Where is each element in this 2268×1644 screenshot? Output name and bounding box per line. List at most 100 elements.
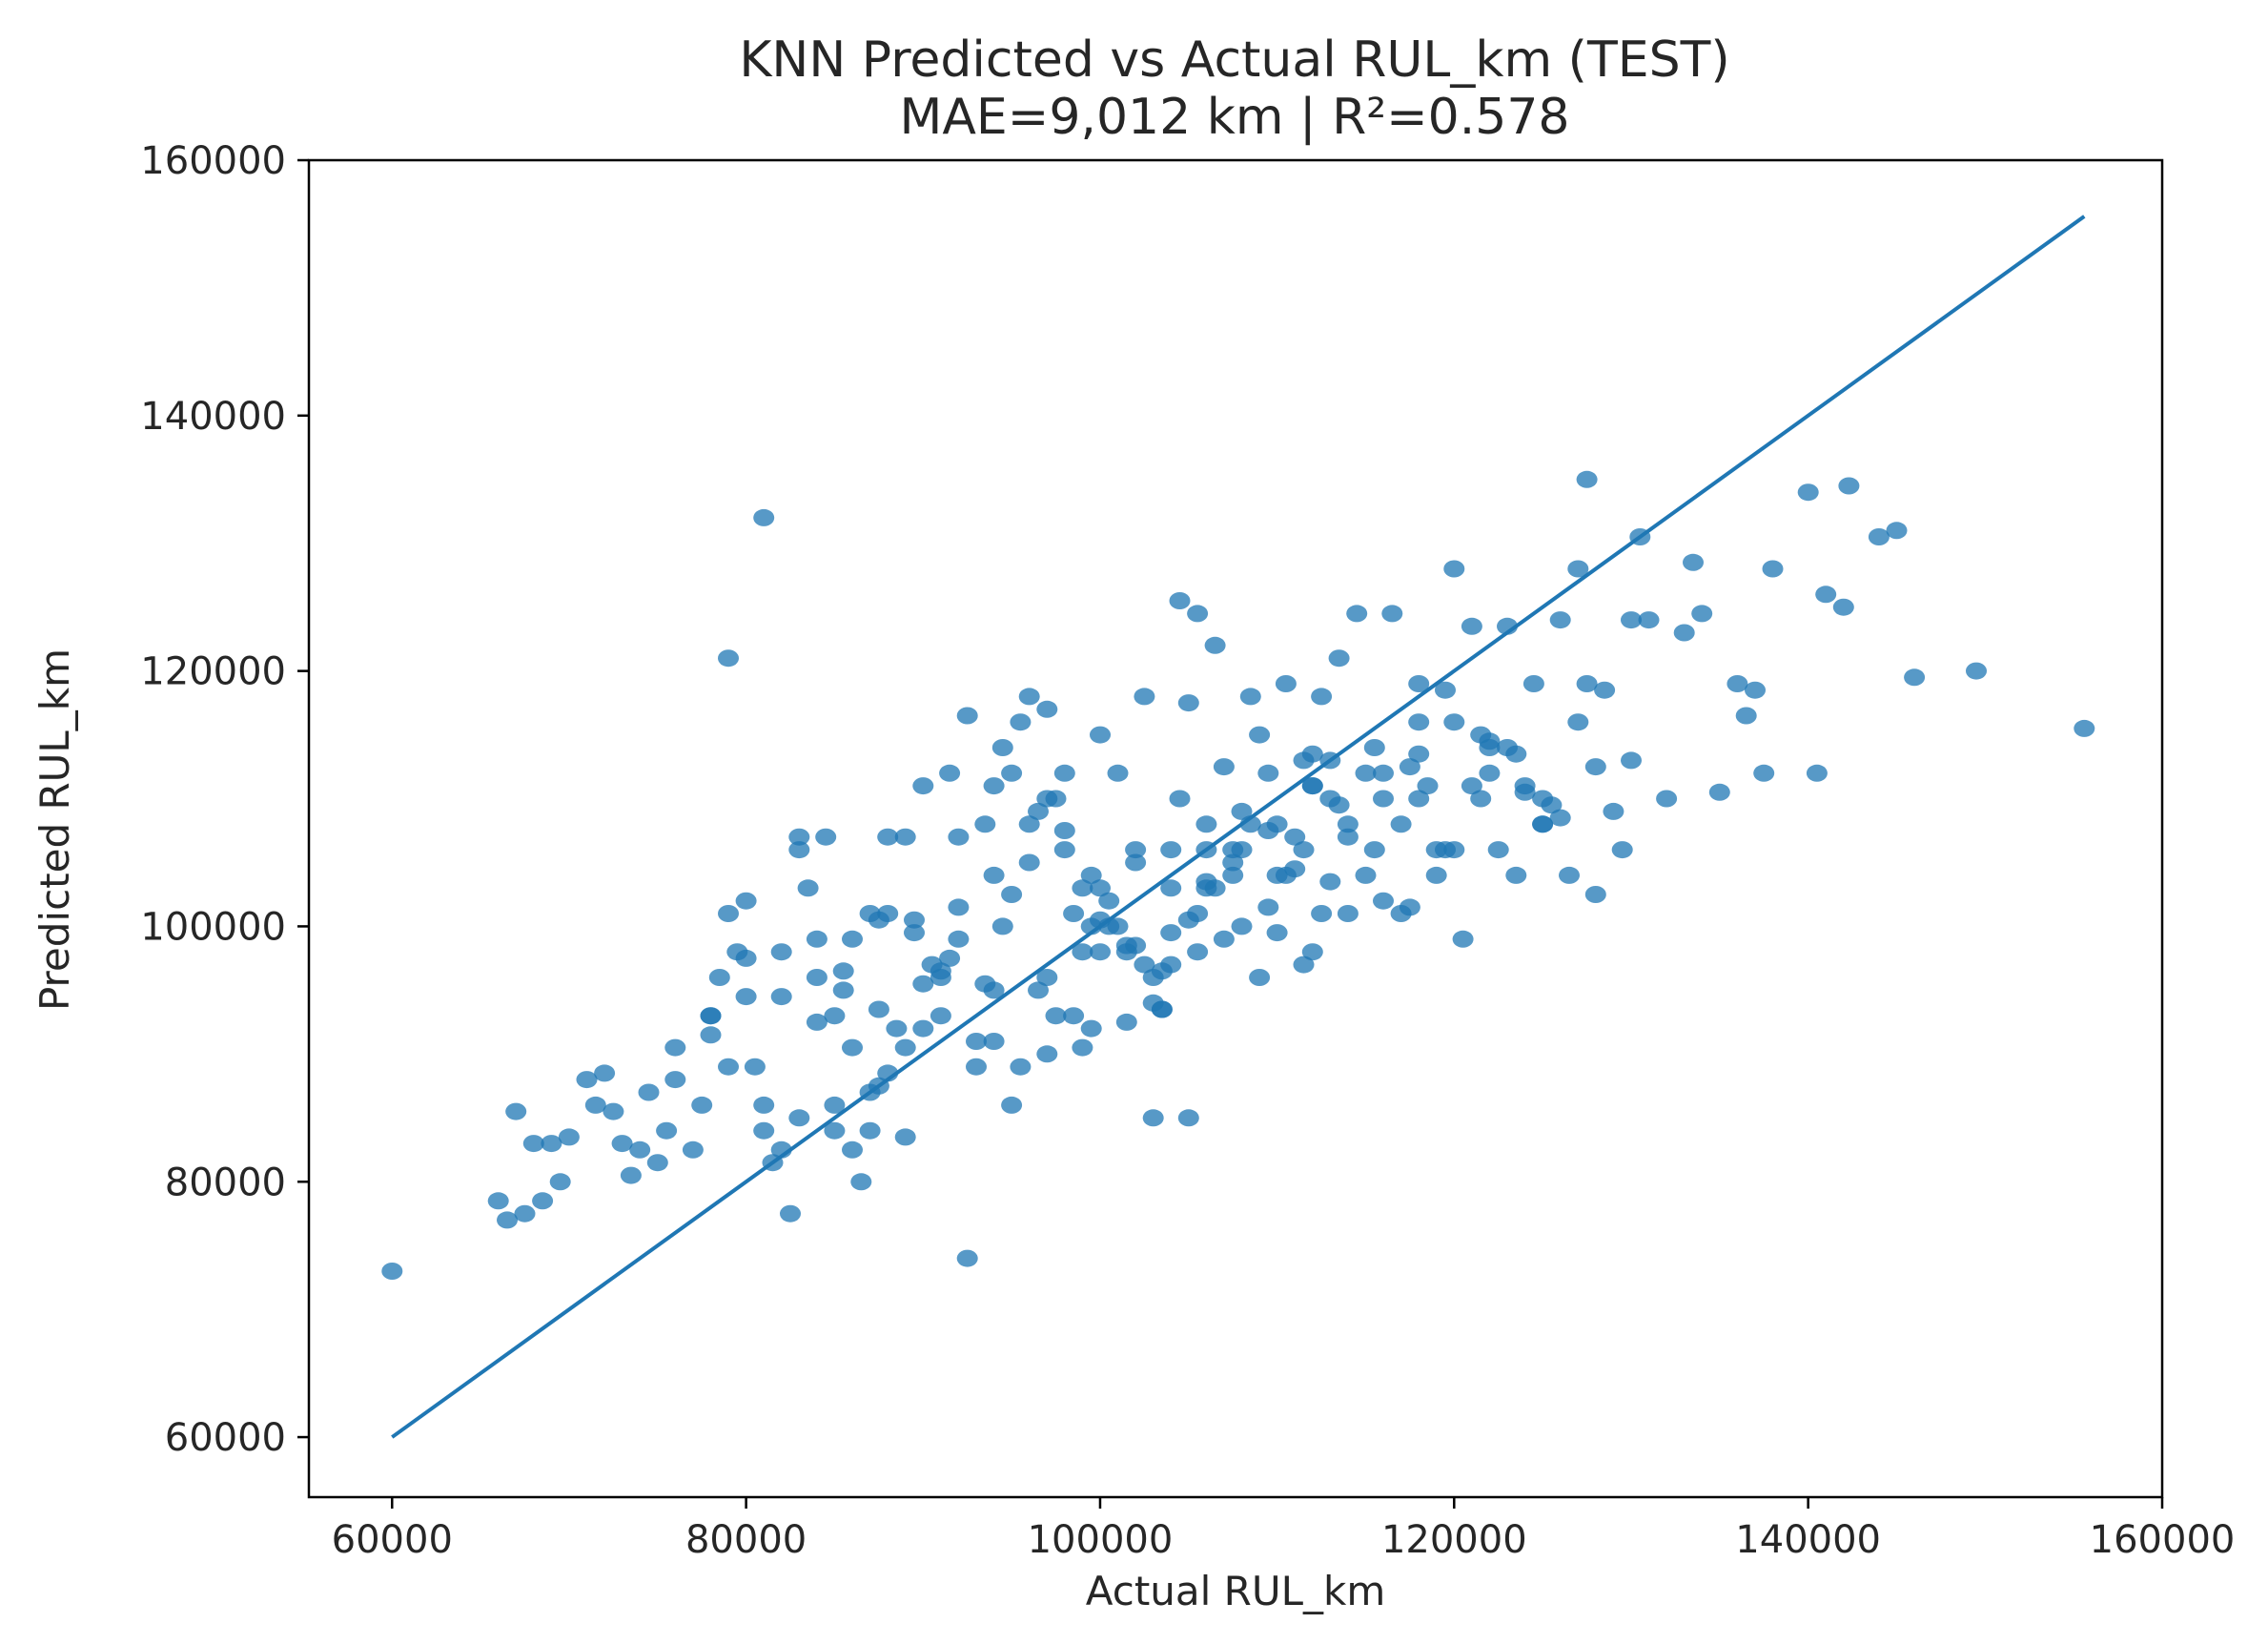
scatter-point	[532, 1192, 554, 1210]
scatter-point	[1806, 764, 1828, 782]
scatter-point	[1090, 943, 1111, 961]
scatter-point	[832, 981, 854, 999]
scatter-point	[1293, 956, 1315, 974]
scatter-point	[1487, 841, 1509, 859]
chart-subtitle: MAE=9,012 km | R²=0.578	[899, 89, 1569, 146]
scatter-point	[1222, 853, 1244, 872]
scatter-point	[1072, 879, 1093, 897]
scatter-point	[1753, 764, 1775, 782]
scatter-point	[1408, 745, 1430, 763]
scatter-point	[1611, 841, 1633, 859]
scatter-point	[1063, 905, 1085, 922]
scatter-point	[1594, 681, 1616, 699]
scatter-point	[1010, 713, 1032, 731]
scatter-point	[824, 1096, 846, 1114]
scatter-point	[1868, 528, 1890, 545]
scatter-point	[991, 739, 1013, 756]
scatter-point	[1311, 905, 1333, 922]
scatter-point	[1213, 930, 1235, 948]
scatter-point	[753, 1121, 775, 1140]
scatter-point	[1301, 745, 1323, 763]
scatter-point	[1239, 688, 1261, 706]
scatter-point	[1249, 726, 1271, 744]
scatter-point	[576, 1071, 598, 1089]
scatter-point	[983, 866, 1005, 884]
scatter-point	[1621, 611, 1642, 629]
x-tick-label: 60000	[332, 1518, 453, 1562]
scatter-point	[1373, 892, 1394, 910]
scatter-point	[1470, 726, 1492, 744]
scatter-point	[1053, 764, 1075, 782]
scatter-point	[691, 1096, 713, 1114]
scatter-point	[1125, 841, 1147, 859]
scatter-point	[894, 828, 916, 846]
x-tick-label: 160000	[2090, 1518, 2236, 1562]
scatter-point	[735, 949, 757, 967]
scatter-point	[1257, 822, 1279, 839]
scatter-point	[1187, 943, 1209, 961]
scatter-point	[930, 962, 951, 980]
scatter-point	[824, 1121, 846, 1140]
scatter-point	[682, 1141, 704, 1159]
scatter-point	[584, 1096, 606, 1114]
scatter-point	[1169, 592, 1191, 609]
scatter-point	[806, 930, 828, 948]
scatter-point	[1010, 1058, 1032, 1076]
scatter-point	[1567, 713, 1589, 731]
scatter-point	[824, 1007, 846, 1025]
x-tick-label: 100000	[1028, 1518, 1174, 1562]
y-axis-ticks: 60000 80000 100000 120000 140000 160000	[140, 139, 309, 1460]
scatter-point	[1505, 745, 1527, 763]
scatter-point	[1072, 1038, 1093, 1057]
plot-frame	[307, 158, 2164, 1499]
scatter-point	[1160, 879, 1182, 897]
scatter-point	[1231, 917, 1253, 935]
scatter-point	[983, 777, 1005, 795]
scatter-point	[1151, 1000, 1173, 1018]
scatter-point	[1337, 905, 1359, 922]
scatter-point	[514, 1204, 536, 1223]
scatter-point	[780, 1204, 801, 1223]
x-tick-label: 140000	[1735, 1518, 1881, 1562]
scatter-point	[806, 969, 828, 986]
scatter-point	[1417, 777, 1439, 795]
scatter-point	[1443, 560, 1465, 578]
scatter-point	[1053, 822, 1075, 839]
scatter-point	[868, 1000, 889, 1018]
scatter-point	[1584, 758, 1606, 776]
scatter-point	[1107, 764, 1129, 782]
scatter-point	[646, 1154, 668, 1172]
scatter-point	[744, 1058, 766, 1076]
scatter-point	[991, 917, 1013, 935]
scatter-point	[904, 911, 925, 929]
scatter-point	[638, 1083, 660, 1101]
scatter-point	[1257, 898, 1279, 916]
scatter-point	[549, 1173, 571, 1191]
scatter-point	[1549, 809, 1571, 827]
scatter-point	[1435, 681, 1456, 699]
scatter-point	[1231, 802, 1253, 820]
scatter-point	[939, 949, 961, 967]
scatter-point	[1683, 553, 1704, 571]
x-axis-label: Actual RUL_km	[1086, 1568, 1386, 1614]
scatter-point	[1673, 624, 1695, 642]
scatter-point	[966, 1033, 987, 1050]
y-tick-label: 140000	[140, 395, 286, 439]
scatter-point	[788, 828, 810, 846]
scatter-point	[1204, 636, 1226, 654]
scatter-point	[1966, 662, 1987, 680]
y-tick-label: 80000	[165, 1161, 286, 1204]
scatter-point	[1134, 688, 1155, 706]
y-tick-label: 160000	[140, 139, 286, 183]
scatter-point	[1408, 790, 1430, 808]
scatter-point	[1053, 841, 1075, 859]
scatter-point	[1301, 943, 1323, 961]
scatter-point	[1001, 764, 1023, 782]
scatter-point	[886, 1019, 908, 1038]
scatter-point	[1541, 796, 1563, 814]
scatter-point	[1001, 886, 1023, 903]
scatter-point	[1603, 802, 1624, 820]
scatter-point	[859, 1121, 881, 1140]
scatter-point	[1222, 866, 1244, 884]
scatter-point	[1195, 873, 1217, 891]
